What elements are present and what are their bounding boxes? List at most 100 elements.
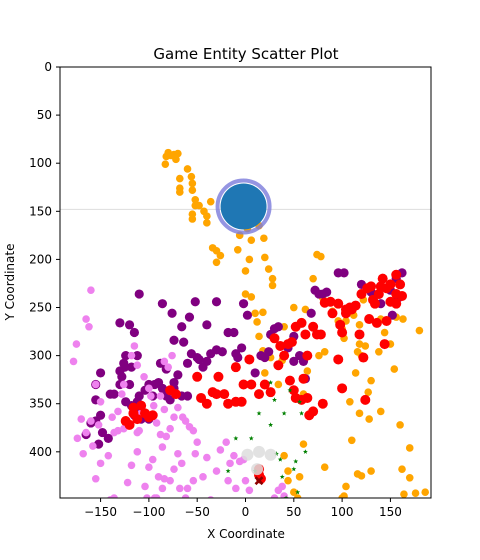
data-point [132, 351, 142, 361]
data-point [110, 494, 118, 498]
data-point [253, 318, 261, 326]
y-axis-label: Y Coordinate [3, 244, 17, 322]
star-point [272, 397, 277, 402]
data-point [290, 488, 298, 497]
data-point [236, 396, 247, 407]
data-point [333, 298, 344, 309]
data-point [161, 160, 170, 168]
data-point [247, 293, 256, 301]
data-point [128, 402, 139, 413]
data-point [133, 448, 142, 456]
data-point [230, 362, 241, 373]
data-point [354, 329, 365, 340]
star-point [291, 466, 297, 472]
data-point [188, 215, 197, 223]
x-tick-label: −150 [84, 505, 117, 519]
data-point [130, 342, 139, 350]
data-point [202, 320, 212, 330]
data-point [411, 489, 420, 497]
x-tick-label: −50 [185, 505, 210, 519]
data-point [251, 309, 259, 318]
data-point [270, 494, 279, 498]
data-point [365, 415, 373, 423]
data-point [145, 384, 153, 393]
data-point [150, 494, 159, 498]
data-point [174, 403, 182, 412]
data-point [268, 274, 277, 283]
data-point [127, 351, 136, 360]
data-point [199, 473, 207, 481]
data-point [286, 337, 297, 348]
data-point [202, 356, 212, 366]
data-point [181, 494, 190, 498]
star-point [283, 495, 289, 498]
data-point [308, 406, 319, 417]
data-point [177, 459, 186, 468]
data-point [335, 319, 346, 330]
data-point [337, 327, 348, 338]
data-point [356, 289, 367, 300]
data-point [129, 327, 139, 338]
data-point [188, 186, 197, 194]
data-point [94, 421, 103, 429]
data-point [280, 451, 288, 460]
star-point [268, 379, 274, 385]
series-red [120, 269, 408, 484]
star-point [302, 449, 308, 454]
data-point [279, 350, 290, 361]
data-point [245, 486, 254, 495]
data-point [212, 467, 221, 475]
ghost-marker [241, 448, 254, 461]
data-point [298, 373, 309, 384]
data-point [194, 354, 204, 365]
star-point [256, 410, 262, 416]
data-point [333, 354, 344, 365]
y-tick-label: 300 [29, 349, 52, 363]
ghost-marker [253, 445, 266, 458]
data-point [203, 453, 211, 462]
x-axis-label: X Coordinate [207, 527, 285, 541]
data-point [172, 155, 180, 164]
data-point [395, 279, 406, 290]
data-point [293, 494, 302, 498]
data-point [193, 438, 201, 447]
data-point [302, 350, 313, 361]
data-point [398, 465, 406, 473]
data-point [166, 424, 174, 433]
data-point [168, 351, 176, 360]
data-point [184, 312, 195, 322]
data-point [303, 367, 312, 375]
data-point [95, 368, 106, 378]
data-point [156, 392, 165, 400]
plot-area [60, 148, 431, 498]
data-point [300, 329, 311, 340]
data-point [114, 407, 122, 416]
data-point [157, 299, 168, 309]
ghost-marker [251, 463, 264, 476]
data-point [247, 236, 256, 244]
data-point [346, 304, 357, 315]
data-point [117, 372, 127, 382]
data-point [396, 421, 404, 429]
data-point [110, 428, 118, 437]
data-point [275, 340, 286, 351]
data-point [120, 416, 131, 427]
data-point [134, 391, 144, 401]
data-point [160, 405, 169, 414]
data-point [261, 369, 269, 377]
data-point [124, 320, 135, 330]
data-point [181, 417, 190, 425]
star-point [281, 410, 287, 416]
data-point [376, 407, 385, 416]
data-point [290, 303, 298, 312]
data-point [373, 289, 384, 300]
data-point [296, 317, 307, 328]
star-point [277, 456, 283, 462]
data-point [273, 360, 284, 371]
data-point [170, 465, 178, 473]
data-point [182, 358, 193, 368]
data-point [157, 383, 168, 393]
x-tick-label: 50 [286, 505, 301, 519]
data-point [361, 342, 370, 350]
data-point [284, 467, 292, 475]
